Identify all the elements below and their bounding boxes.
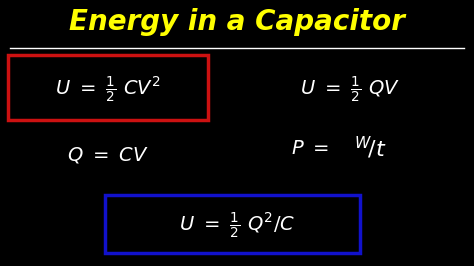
Text: $U\ =\ \frac{1}{2}\ CV^{2}$: $U\ =\ \frac{1}{2}\ CV^{2}$ (55, 75, 161, 105)
Text: $U\ =\ \frac{1}{2}\ Q^{2}/C$: $U\ =\ \frac{1}{2}\ Q^{2}/C$ (179, 211, 295, 241)
Text: $U\ =\ \frac{1}{2}\ QV$: $U\ =\ \frac{1}{2}\ QV$ (300, 75, 400, 105)
Text: $Q\ =\ CV$: $Q\ =\ CV$ (67, 145, 149, 165)
Text: Energy in a Capacitor: Energy in a Capacitor (69, 8, 405, 36)
Text: $^{W\!}/t$: $^{W\!}/t$ (354, 135, 386, 161)
Bar (8, 55, 208, 120)
Bar (105, 195, 360, 253)
Text: $P\ =$: $P\ =$ (291, 139, 329, 157)
